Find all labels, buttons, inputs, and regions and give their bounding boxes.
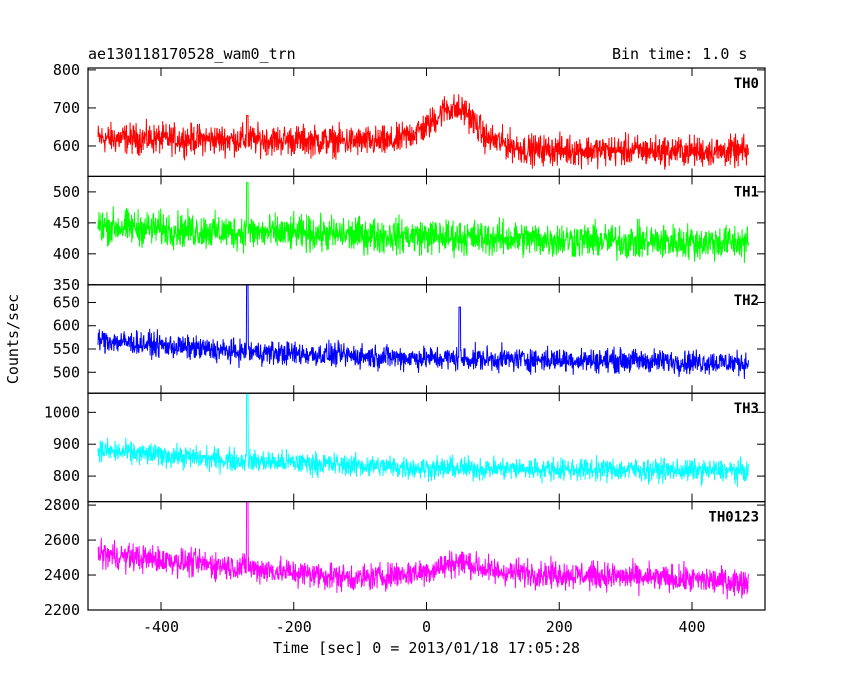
y-tick-label: 550 <box>53 340 80 358</box>
panel-frame <box>87 392 766 503</box>
series-th0 <box>97 94 749 170</box>
y-tick-label: 650 <box>53 293 80 311</box>
y-tick-label: 1000 <box>44 403 80 421</box>
y-tick-label: 2800 <box>44 496 80 514</box>
y-tick-label: 700 <box>53 99 80 117</box>
y-tick-label: 500 <box>53 183 80 201</box>
series-th3 <box>97 392 749 488</box>
x-axis-label: Time [sec] 0 = 2013/01/18 17:05:28 <box>273 639 580 657</box>
panel-label-th3: TH3 <box>734 401 759 417</box>
y-tick-label: 450 <box>53 214 80 232</box>
series-th0123 <box>97 501 749 600</box>
y-tick-label: 800 <box>53 61 80 79</box>
y-tick-label: 800 <box>53 467 80 485</box>
panel-label-th2: TH2 <box>734 293 759 309</box>
panel-label-th1: TH1 <box>734 184 759 200</box>
y-tick-label: 2400 <box>44 566 80 584</box>
y-tick-label: 500 <box>53 363 80 381</box>
panel-label-th0: TH0 <box>734 76 759 92</box>
y-axis-label: Counts/sec <box>4 294 22 384</box>
panel-frame <box>87 284 766 394</box>
y-tick-label: 2600 <box>44 531 80 549</box>
x-tick-label: 400 <box>678 618 705 636</box>
x-tick-label: -200 <box>276 618 312 636</box>
y-tick-label: 400 <box>53 245 80 263</box>
x-tick-label: 0 <box>422 618 431 636</box>
chart-title: ae130118170528_wam0_trn <box>88 45 296 63</box>
y-tick-label: 900 <box>53 435 80 453</box>
y-tick-label: 350 <box>53 276 80 294</box>
series-th1 <box>97 182 749 263</box>
bin-time-label: Bin time: 1.0 s <box>612 45 748 63</box>
series-th2 <box>97 284 749 380</box>
x-tick-label: 200 <box>546 618 573 636</box>
y-tick-label: 600 <box>53 137 80 155</box>
y-tick-label: 2200 <box>44 601 80 619</box>
x-tick-label: -400 <box>143 618 179 636</box>
y-tick-label: 600 <box>53 317 80 335</box>
panel-label-th0123: TH0123 <box>708 510 759 526</box>
